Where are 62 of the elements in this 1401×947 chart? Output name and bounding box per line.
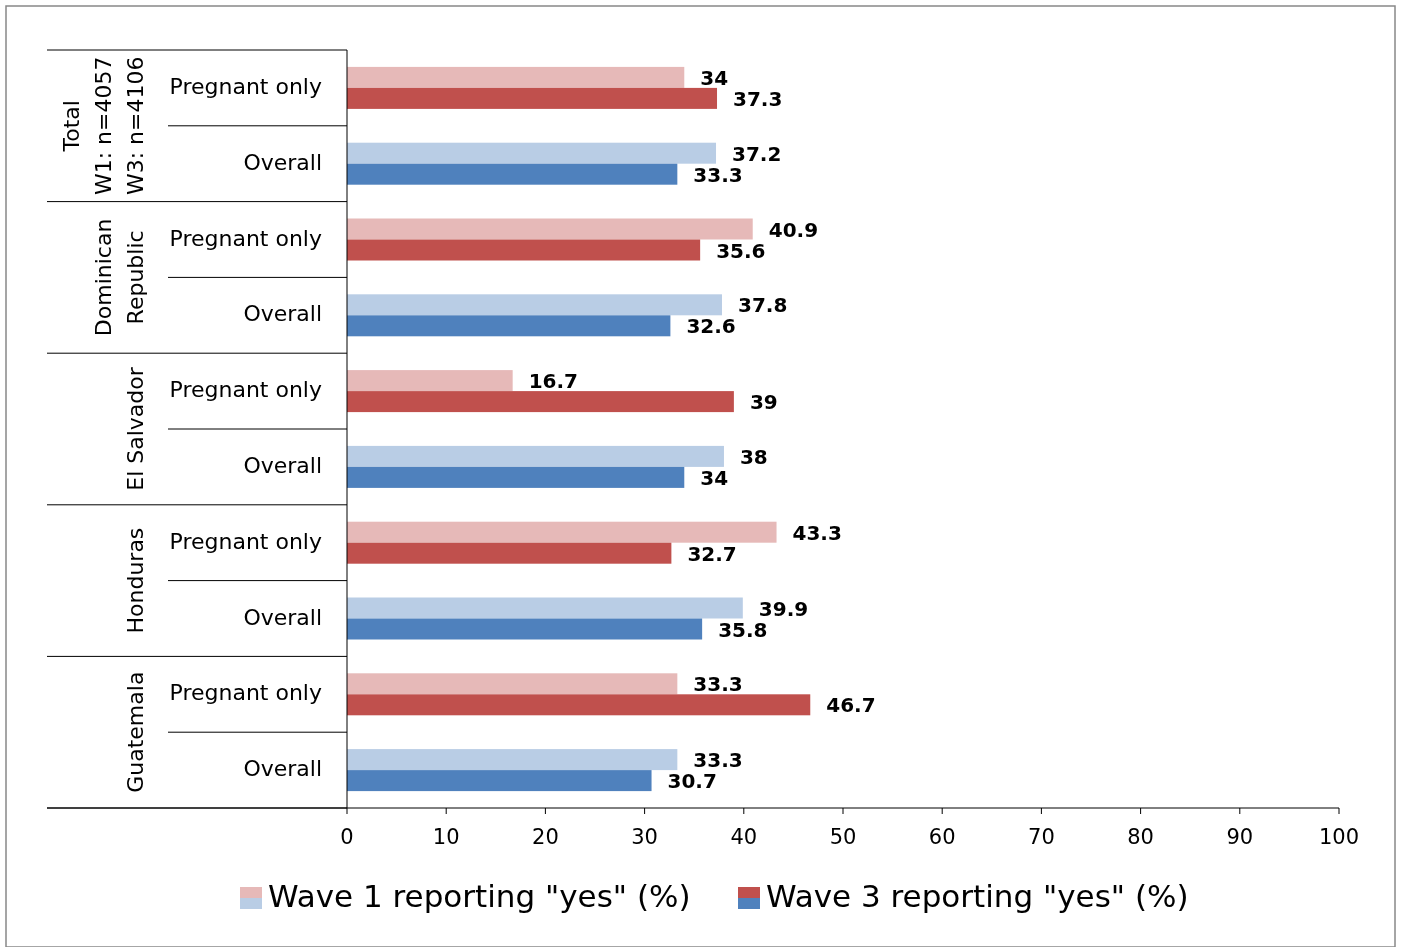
bar bbox=[347, 673, 678, 695]
bar bbox=[347, 694, 811, 716]
bar bbox=[347, 239, 701, 261]
data-label: 39 bbox=[749, 390, 778, 415]
data-label: 16.7 bbox=[528, 369, 579, 394]
bar bbox=[347, 445, 724, 467]
bar bbox=[347, 66, 685, 88]
y-tick-label: Pregnant only bbox=[169, 73, 322, 99]
x-tick-label: 80 bbox=[1127, 825, 1154, 849]
data-label: 40.9 bbox=[768, 217, 819, 242]
data-label: 32.7 bbox=[687, 541, 737, 566]
x-tick-label: 10 bbox=[432, 825, 460, 849]
x-tick-label: 20 bbox=[532, 825, 559, 849]
bar bbox=[347, 391, 734, 413]
bar bbox=[347, 597, 743, 619]
bar bbox=[347, 163, 678, 185]
text: Honduras bbox=[123, 527, 148, 634]
x-tick-label: 70 bbox=[1028, 825, 1055, 849]
bar bbox=[347, 142, 717, 164]
bar bbox=[347, 521, 777, 543]
data-label: 37.3 bbox=[733, 86, 783, 111]
y-tick-label: Overall bbox=[243, 301, 322, 327]
bar bbox=[347, 542, 672, 564]
bar bbox=[347, 218, 753, 240]
y-tick-label: Overall bbox=[243, 149, 322, 175]
x-tick-label: 30 bbox=[631, 825, 658, 849]
data-label: 34 bbox=[700, 465, 729, 490]
text: El Salvador bbox=[123, 366, 148, 491]
y-tick-label: Overall bbox=[243, 756, 322, 782]
data-label: 32.6 bbox=[686, 314, 736, 339]
data-label: 34 bbox=[700, 65, 729, 90]
bar bbox=[347, 749, 678, 771]
bar bbox=[347, 618, 703, 640]
x-tick-label: 60 bbox=[928, 825, 956, 849]
x-tick-label: 40 bbox=[730, 825, 758, 849]
bar bbox=[347, 294, 722, 316]
data-label: 46.7 bbox=[826, 693, 876, 718]
data-label: 38 bbox=[739, 444, 768, 469]
y-tick-label: Pregnant only bbox=[169, 528, 322, 554]
bar bbox=[347, 770, 652, 792]
bar bbox=[347, 466, 685, 488]
data-label: 37.8 bbox=[737, 293, 788, 318]
x-tick-label: 90 bbox=[1226, 825, 1254, 849]
data-label: 35.6 bbox=[716, 238, 766, 263]
x-tick-label: 100 bbox=[1318, 825, 1360, 849]
data-label: 43.3 bbox=[792, 520, 842, 545]
text: Total W1: n=4057 W3: n=4106 bbox=[59, 56, 148, 196]
y-tick-label: Pregnant only bbox=[169, 225, 322, 251]
x-tick-label: 50 bbox=[829, 825, 857, 849]
x-tick-label: 0 bbox=[340, 825, 354, 849]
text: Dominican Republic bbox=[91, 218, 148, 337]
y-tick-label: Overall bbox=[243, 604, 322, 630]
y-tick-label: Pregnant only bbox=[169, 680, 322, 706]
data-label: 33.3 bbox=[693, 672, 743, 697]
text: Guatemala bbox=[123, 671, 148, 793]
bar bbox=[347, 87, 718, 109]
y-tick-label: Pregnant only bbox=[169, 377, 322, 403]
legend-label: Wave 3 reporting "yes" (%) bbox=[766, 877, 1189, 914]
bar bbox=[347, 370, 513, 392]
y-tick-label: Overall bbox=[243, 452, 322, 478]
legend-label: Wave 1 reporting "yes" (%) bbox=[268, 877, 691, 914]
bar bbox=[347, 315, 671, 337]
